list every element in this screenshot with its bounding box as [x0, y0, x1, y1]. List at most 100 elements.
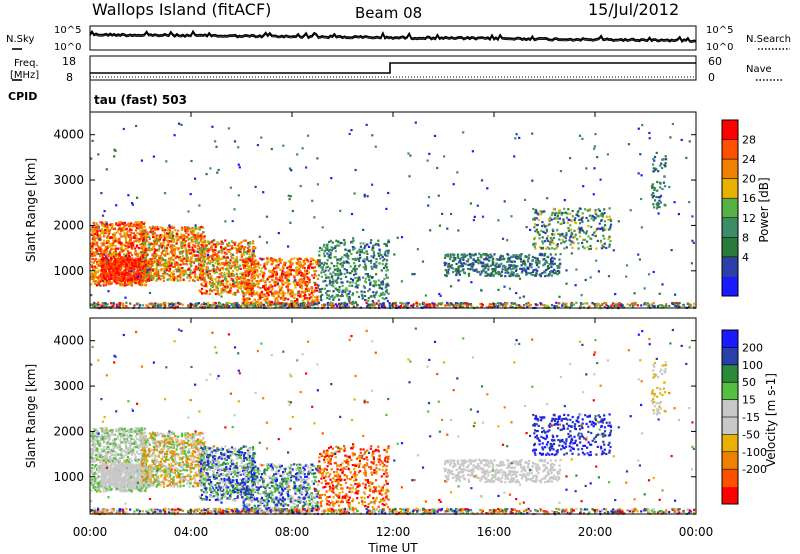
- range-cell: [202, 263, 206, 266]
- range-cell: [248, 245, 251, 248]
- range-cell: [109, 253, 112, 256]
- range-cell: [218, 257, 221, 260]
- range-cell: [273, 303, 276, 306]
- range-cell: [149, 264, 152, 267]
- range-cell: [204, 244, 207, 247]
- range-cell: [156, 225, 159, 228]
- range-cell: [135, 272, 138, 275]
- range-cell: [196, 238, 199, 241]
- range-cell: [227, 244, 230, 248]
- range-cell: [317, 301, 321, 304]
- range-cell: [585, 216, 588, 220]
- range-cell: [151, 243, 154, 246]
- range-cell: [203, 285, 206, 288]
- range-cell: [348, 297, 351, 300]
- range-cell: [120, 244, 123, 247]
- range-cell: [208, 259, 211, 262]
- range-cell: [458, 261, 461, 264]
- range-cell: [252, 269, 255, 272]
- range-cell: [232, 241, 235, 244]
- range-cell: [124, 238, 128, 241]
- range-cell: [551, 256, 554, 259]
- range-cell: [123, 257, 127, 260]
- range-cell: [297, 294, 300, 297]
- range-cell: [556, 214, 560, 217]
- range-cell: [133, 240, 136, 243]
- range-cell: [254, 259, 257, 262]
- range-cell: [169, 236, 172, 239]
- range-cell: [242, 239, 245, 242]
- range-cell: [126, 274, 129, 277]
- range-cell: [589, 247, 592, 250]
- range-cell: [323, 255, 326, 258]
- range-cell: [533, 226, 536, 229]
- range-cell: [318, 254, 321, 257]
- range-cell: [234, 267, 237, 270]
- range-cell: [301, 286, 304, 289]
- range-cell: [332, 271, 335, 274]
- range-cell: [282, 267, 285, 270]
- range-cell: [190, 239, 193, 242]
- range-cell: [207, 250, 210, 253]
- range-cell: [340, 241, 343, 245]
- range-cell: [455, 262, 458, 265]
- range-cell: [385, 283, 388, 286]
- range-cell: [151, 227, 154, 230]
- range-cell: [199, 271, 202, 274]
- range-cell: [571, 215, 574, 218]
- range-cell: [247, 271, 250, 274]
- range-cell: [343, 239, 346, 242]
- range-cell: [293, 275, 296, 278]
- range-cell: [119, 266, 122, 270]
- range-cell: [272, 269, 275, 272]
- range-cell: [136, 267, 139, 271]
- range-cell: [358, 251, 361, 254]
- nsky-tick-high: 10^5: [54, 25, 81, 36]
- range-cell: [233, 284, 236, 288]
- range-cell: [347, 292, 350, 295]
- range-cell: [330, 246, 333, 249]
- range-cell: [226, 264, 229, 267]
- range-cell: [106, 275, 109, 278]
- range-cell: [181, 258, 184, 261]
- range-cell: [302, 291, 305, 294]
- range-cell: [211, 253, 214, 256]
- range-cell: [354, 276, 357, 280]
- range-cell: [548, 247, 551, 250]
- range-cell: [148, 259, 151, 262]
- range-cell: [208, 272, 211, 276]
- range-cell: [135, 237, 139, 240]
- range-cell: [514, 274, 518, 277]
- range-cell: [380, 269, 383, 272]
- range-cell: [155, 234, 159, 237]
- range-cell: [127, 245, 130, 248]
- range-cell: [170, 240, 173, 243]
- range-cell: [301, 295, 304, 298]
- range-cell: [452, 267, 455, 270]
- range-cell: [256, 275, 259, 278]
- range-cell: [144, 264, 148, 267]
- range-cell: [227, 275, 230, 278]
- range-cell: [545, 230, 549, 233]
- range-cell: [185, 251, 188, 254]
- range-cell: [292, 296, 295, 299]
- range-cell: [205, 290, 209, 293]
- range-cell: [209, 262, 212, 265]
- range-cell: [117, 264, 120, 267]
- range-cell: [385, 269, 388, 272]
- range-cell: [294, 286, 297, 289]
- range-cell: [120, 228, 124, 231]
- range-cell: [449, 255, 452, 258]
- range-cell: [560, 242, 563, 245]
- range-cell: [179, 270, 182, 274]
- range-cell: [325, 276, 328, 279]
- range-cell: [295, 271, 298, 274]
- range-cell: [329, 256, 332, 259]
- range-cell: [102, 281, 105, 284]
- range-cell: [157, 269, 160, 272]
- range-cell: [512, 271, 515, 274]
- range-cell: [156, 261, 159, 264]
- range-cell: [222, 266, 225, 269]
- range-cell: [296, 283, 300, 286]
- range-cell: [188, 237, 191, 240]
